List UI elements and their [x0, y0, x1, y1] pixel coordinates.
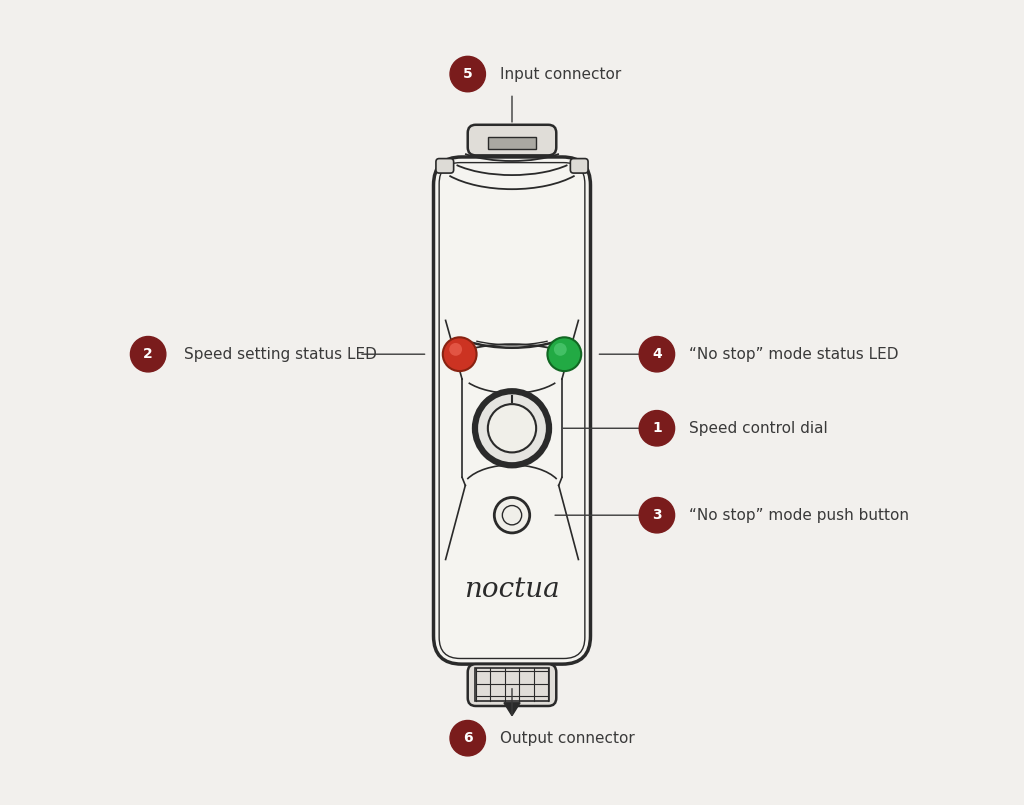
- Text: 6: 6: [463, 731, 472, 745]
- Text: Speed setting status LED: Speed setting status LED: [184, 347, 377, 361]
- Circle shape: [639, 411, 675, 446]
- Text: noctua: noctua: [464, 576, 560, 603]
- Text: 4: 4: [652, 347, 662, 361]
- Text: 1: 1: [652, 421, 662, 436]
- Circle shape: [495, 497, 529, 533]
- Text: “No stop” mode push button: “No stop” mode push button: [689, 508, 909, 522]
- Text: Input connector: Input connector: [500, 67, 622, 81]
- Circle shape: [503, 506, 521, 525]
- FancyBboxPatch shape: [436, 159, 454, 173]
- Text: 3: 3: [652, 508, 662, 522]
- Circle shape: [487, 404, 537, 452]
- Circle shape: [450, 56, 485, 92]
- Text: “No stop” mode status LED: “No stop” mode status LED: [689, 347, 899, 361]
- Circle shape: [554, 343, 566, 356]
- Circle shape: [475, 391, 549, 465]
- Circle shape: [639, 497, 675, 533]
- Circle shape: [450, 343, 462, 356]
- Circle shape: [130, 336, 166, 372]
- Text: 2: 2: [143, 347, 153, 361]
- FancyBboxPatch shape: [570, 159, 588, 173]
- Polygon shape: [504, 703, 520, 716]
- Text: 5: 5: [463, 67, 473, 81]
- Circle shape: [450, 720, 485, 756]
- FancyBboxPatch shape: [468, 125, 556, 155]
- FancyBboxPatch shape: [433, 157, 591, 664]
- Circle shape: [548, 337, 582, 371]
- Circle shape: [639, 336, 675, 372]
- Circle shape: [442, 337, 476, 371]
- Text: Output connector: Output connector: [500, 731, 635, 745]
- Text: Speed control dial: Speed control dial: [689, 421, 827, 436]
- FancyBboxPatch shape: [468, 664, 556, 706]
- Bar: [475, 668, 549, 701]
- Bar: [487, 137, 537, 149]
